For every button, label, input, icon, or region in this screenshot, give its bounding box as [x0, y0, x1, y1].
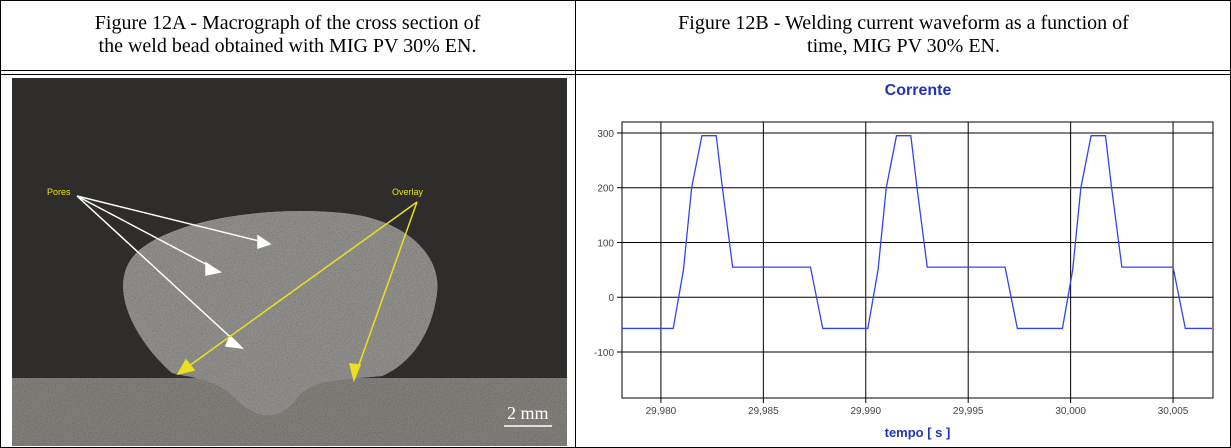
plot-area — [621, 121, 1214, 399]
label-overlay: Overlay — [392, 187, 424, 197]
y-tick-label: 100 — [597, 238, 614, 249]
caption-b: Figure 12B - Welding current waveform as… — [576, 0, 1231, 70]
caption-line: time, MIG PV 30% EN. — [807, 35, 1000, 57]
x-tick-label: 30,000 — [1055, 406, 1086, 417]
x-tick-label: 29,995 — [953, 406, 984, 417]
x-tick-label: 29,985 — [748, 406, 779, 417]
y-tick-label: -100 — [594, 348, 614, 359]
scale-label: 2 mm — [507, 403, 549, 423]
x-tick-label: 29,990 — [850, 406, 881, 417]
caption-line: the weld bead obtained with MIG PV 30% E… — [98, 35, 477, 57]
y-tick-label: 300 — [597, 129, 614, 140]
y-tick-label: 0 — [608, 293, 614, 304]
chart-title: Corrente — [885, 82, 952, 99]
caption-line: Figure 12B - Welding current waveform as… — [678, 12, 1129, 34]
data-line — [622, 135, 1212, 330]
caption-a: Figure 12A - Macrograph of the cross sec… — [0, 0, 575, 70]
label-pores: Pores — [47, 187, 71, 197]
chart: Corrente -100 0 100 200 300 29,980 29,985 29,99… — [594, 82, 1214, 440]
x-axis-label: tempo [ s ] — [885, 425, 951, 440]
macrograph: Pores Overlay 2 mm — [12, 78, 567, 446]
y-tick-label: 200 — [597, 184, 614, 195]
x-tick-label: 29,980 — [646, 406, 677, 417]
x-tick-label: 30,005 — [1158, 406, 1189, 417]
caption-line: Figure 12A - Macrograph of the cross sec… — [94, 12, 481, 34]
